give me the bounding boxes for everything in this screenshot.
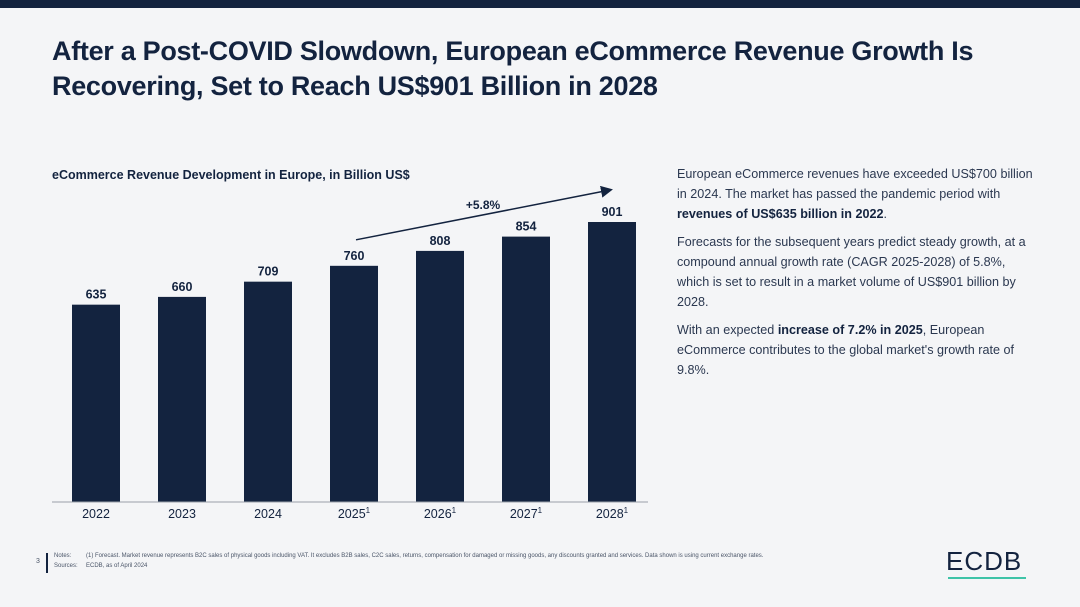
tick-label-2026: 20261	[424, 506, 457, 521]
value-label-2026: 808	[430, 234, 451, 248]
bar-2028	[588, 222, 636, 502]
value-label-2025: 760	[344, 249, 365, 263]
value-label-2024: 709	[258, 265, 279, 279]
tick-label-2023: 2023	[168, 507, 196, 521]
value-label-2027: 854	[516, 220, 537, 234]
paragraph-1: European eCommerce revenues have exceede…	[677, 167, 1033, 221]
page-number: 3	[36, 558, 40, 565]
tick-label-2028: 20281	[596, 506, 629, 521]
tick-label-2025: 20251	[338, 506, 371, 521]
bar-2024	[244, 281, 292, 502]
cagr-annotation: +5.8%	[466, 198, 501, 212]
value-label-2028: 901	[602, 205, 623, 219]
value-label-2023: 660	[172, 280, 193, 294]
tick-label-2027: 20271	[510, 506, 543, 521]
bar-chart: 635 660 709 760 808 854 901 2022 2023 2024 20251 2…	[52, 185, 648, 521]
bar-2026	[416, 250, 464, 502]
tick-label-2022: 2022	[82, 507, 110, 521]
bar-2022	[72, 304, 120, 502]
footnotes: Notes: (1) Forecast. Market revenue repre…	[54, 553, 764, 569]
bar-2025	[330, 265, 378, 502]
paragraph-2: Forecasts for the subsequent years predi…	[677, 235, 1026, 309]
cagr-arrow	[355, 185, 613, 241]
logo-underline	[948, 577, 1026, 579]
chart-title: eCommerce Revenue Development in Europe,…	[52, 168, 410, 182]
value-label-2022: 635	[86, 288, 107, 302]
bar-2023	[158, 296, 206, 502]
top-bar	[0, 0, 1080, 8]
paragraph-3: With an expected increase of 7.2% in 202…	[677, 323, 1014, 377]
tick-label-2024: 2024	[254, 507, 282, 521]
bar-2027	[502, 236, 550, 502]
text-panel: European eCommerce revenues have exceede…	[677, 164, 1037, 388]
ecdb-logo: ECDB	[946, 546, 1023, 576]
footer-divider	[46, 553, 48, 573]
page-title: After a Post-COVID Slowdown, European eC…	[52, 36, 974, 101]
